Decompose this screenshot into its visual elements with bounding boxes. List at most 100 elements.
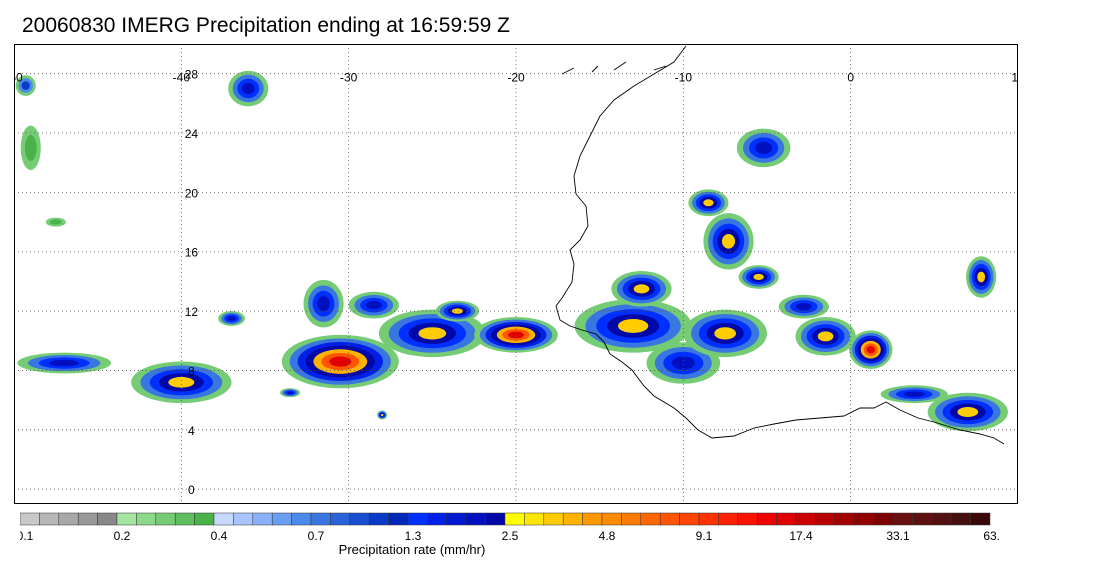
colorbar-swatch — [679, 512, 700, 526]
colorbar-swatch — [271, 512, 292, 526]
precip-cell — [17, 352, 112, 374]
colorbar-swatch — [970, 512, 991, 526]
precip-contour — [241, 82, 255, 95]
colorbar-swatch — [640, 512, 661, 526]
precip-contour — [866, 346, 875, 354]
lat-tick-label: 12 — [185, 305, 199, 319]
colorbar-swatch — [601, 512, 622, 526]
colorbar-swatch — [233, 512, 254, 526]
colorbar-swatch — [931, 512, 952, 526]
colorbar-swatch — [155, 512, 176, 526]
colorbar-swatch — [776, 512, 797, 526]
colorbar-swatch — [582, 512, 603, 526]
coastline-gulf-of-guinea — [885, 401, 1005, 445]
colorbar-swatch — [815, 512, 836, 526]
colorbar-tick-label: 1.3 — [405, 529, 422, 543]
colorbar-swatch — [368, 512, 389, 526]
colorbar-tick-label: 2.5 — [502, 529, 519, 543]
colorbar-swatch — [504, 512, 525, 526]
colorbar-swatch — [349, 512, 370, 526]
colorbar-swatch — [116, 512, 137, 526]
precip-cell — [348, 291, 399, 319]
precip-contour — [21, 81, 30, 90]
colorbar-swatch — [756, 512, 777, 526]
colorbar-swatch — [834, 512, 855, 526]
colorbar-swatch — [853, 512, 874, 526]
lon-tick-label: 0 — [847, 71, 854, 85]
colorbar-swatch — [427, 512, 448, 526]
colorbar-swatch — [562, 512, 583, 526]
colorbar-swatch — [97, 512, 118, 526]
colorbar-swatches — [20, 512, 991, 526]
colorbar-swatch — [524, 512, 545, 526]
precip-contour — [671, 356, 696, 370]
colorbar-swatch — [912, 512, 933, 526]
precip-contour — [617, 319, 649, 333]
colorbar-swatch — [659, 512, 680, 526]
colorbar-swatch — [737, 512, 758, 526]
colorbar-swatch — [174, 512, 195, 526]
coastline-west-africa — [555, 45, 887, 439]
colorbar: 0.10.20.40.71.32.54.89.117.433.163.1120.… — [20, 512, 1000, 557]
lat-tick-label: 16 — [185, 246, 199, 260]
precip-contour — [451, 308, 464, 314]
precip-contour — [286, 391, 294, 395]
colorbar-swatch — [465, 512, 486, 526]
colorbar-swatch — [718, 512, 739, 526]
precip-cell — [20, 125, 41, 171]
colorbar-swatch — [543, 512, 564, 526]
precip-cell — [45, 217, 66, 227]
colorbar-tick-label: 4.8 — [599, 529, 616, 543]
colorbar-tick-label: 17.4 — [789, 529, 813, 543]
colorbar-tick-label: 63.1 — [983, 529, 1000, 543]
precip-cell — [688, 189, 729, 217]
precip-cell — [738, 265, 779, 289]
precip-contour — [714, 327, 737, 340]
colorbar-swatch — [446, 512, 467, 526]
coastline-north-detail — [561, 61, 667, 75]
colorbar-swatch — [485, 512, 506, 526]
precip-contour — [418, 327, 447, 340]
colorbar-swatch — [20, 512, 40, 526]
precip-contour — [24, 134, 37, 161]
precip-contour — [49, 359, 80, 367]
colorbar-tick-label: 0.1 — [20, 529, 34, 543]
precip-cell — [611, 271, 672, 307]
coastline — [555, 45, 1005, 445]
precip-cell — [646, 342, 721, 384]
graticule — [14, 44, 1018, 504]
colorbar-swatch — [892, 512, 913, 526]
precip-contour — [722, 234, 736, 249]
precip-cell — [378, 309, 486, 358]
precip-cell — [683, 309, 768, 358]
lon-tick-label: 10 — [1011, 71, 1018, 85]
precipitation-cells — [15, 70, 1008, 432]
colorbar-tick-label: 0.2 — [114, 529, 131, 543]
precip-contour — [508, 331, 524, 339]
lat-tick-label: 8 — [188, 364, 195, 378]
lat-tick-label: 20 — [185, 186, 199, 200]
lon-tick-label: -30 — [340, 71, 358, 85]
colorbar-tick-label: 33.1 — [886, 529, 910, 543]
colorbar-swatch — [39, 512, 60, 526]
precip-contour — [703, 199, 714, 207]
colorbar-swatch — [621, 512, 642, 526]
colorbar-swatch — [252, 512, 273, 526]
colorbar-swatch — [950, 512, 971, 526]
precip-cell — [574, 299, 692, 353]
precip-contour — [317, 296, 330, 312]
precip-cell — [795, 317, 856, 356]
precip-cell — [131, 361, 232, 404]
precip-contour — [168, 376, 195, 388]
precip-cell — [280, 388, 301, 398]
colorbar-swatch — [795, 512, 816, 526]
precip-cell — [303, 279, 344, 328]
colorbar-tick-label: 9.1 — [696, 529, 713, 543]
precip-contour — [795, 302, 812, 311]
precip-contour — [329, 356, 352, 367]
colorbar-swatch — [310, 512, 331, 526]
colorbar-swatch — [194, 512, 215, 526]
precip-cell — [228, 70, 269, 107]
precipitation-map: -50 -40 -30 -20 -10 0 10 0 4 8 12 16 20 24 28 — [14, 44, 1018, 504]
precip-contour — [633, 284, 650, 294]
